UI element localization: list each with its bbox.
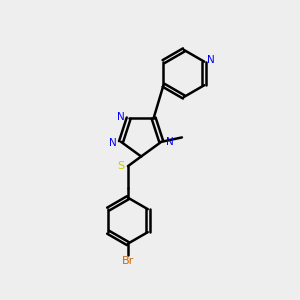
Text: N: N	[207, 55, 215, 65]
Text: N: N	[166, 137, 173, 147]
Text: N: N	[109, 138, 117, 148]
Text: S: S	[117, 161, 124, 171]
Text: Br: Br	[122, 256, 134, 266]
Text: N: N	[116, 112, 124, 122]
